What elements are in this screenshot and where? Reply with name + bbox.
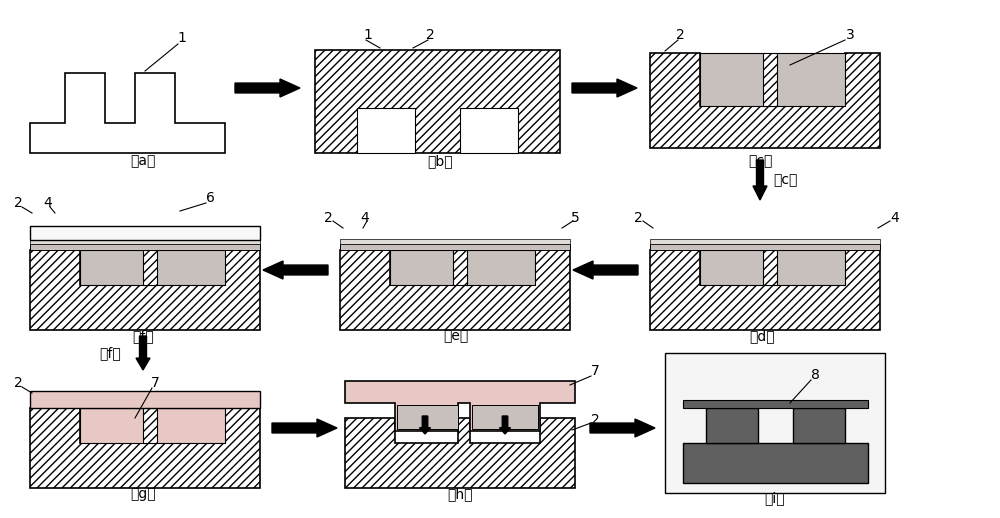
Polygon shape — [30, 73, 225, 153]
Text: 2: 2 — [14, 196, 22, 210]
Text: 2: 2 — [426, 28, 434, 42]
Text: （b）: （b） — [427, 154, 453, 168]
Text: （e）: （e） — [443, 329, 469, 343]
Text: 5: 5 — [571, 211, 579, 225]
Bar — [315, 50, 560, 153]
Text: 2: 2 — [324, 211, 332, 225]
Polygon shape — [340, 250, 570, 330]
FancyArrow shape — [572, 79, 637, 97]
Bar — [650, 244, 880, 250]
FancyArrow shape — [500, 416, 511, 434]
Text: （a）: （a） — [130, 154, 156, 168]
Text: 3: 3 — [846, 28, 854, 42]
Bar — [700, 250, 765, 285]
Bar — [683, 443, 868, 483]
Bar — [143, 408, 157, 443]
Bar — [665, 353, 885, 493]
FancyArrow shape — [590, 419, 655, 437]
Bar — [700, 53, 765, 106]
Bar — [30, 244, 260, 250]
Text: 1: 1 — [364, 28, 372, 42]
Bar — [155, 408, 225, 443]
Text: （d）: （d） — [749, 329, 775, 343]
Polygon shape — [30, 250, 260, 330]
Bar — [155, 250, 225, 285]
Text: （c）: （c） — [748, 154, 772, 168]
Text: 2: 2 — [676, 28, 684, 42]
Bar — [397, 405, 458, 429]
Bar — [650, 239, 880, 244]
Bar — [775, 250, 845, 285]
Text: （g）: （g） — [130, 487, 156, 501]
Bar — [80, 408, 145, 443]
FancyArrow shape — [753, 160, 767, 200]
Bar — [465, 250, 535, 285]
FancyArrow shape — [272, 419, 337, 437]
Bar — [706, 408, 758, 443]
Text: 2: 2 — [591, 413, 599, 427]
Text: 6: 6 — [206, 191, 214, 205]
Text: （f）: （f） — [132, 329, 154, 343]
Bar — [390, 250, 455, 285]
Text: （f）: （f） — [99, 346, 121, 360]
Bar — [683, 400, 868, 408]
Bar — [357, 108, 415, 153]
Text: （h）: （h） — [447, 487, 473, 501]
Polygon shape — [345, 381, 575, 431]
Bar — [460, 108, 518, 153]
Text: 2: 2 — [634, 211, 642, 225]
FancyArrow shape — [235, 79, 300, 97]
Bar — [763, 53, 777, 106]
Bar — [775, 53, 845, 106]
Bar — [340, 244, 570, 250]
FancyArrow shape — [263, 261, 328, 279]
Bar — [763, 250, 777, 285]
Bar — [143, 250, 157, 285]
Text: 4: 4 — [44, 196, 52, 210]
Text: 2: 2 — [14, 376, 22, 390]
Bar — [80, 250, 145, 285]
Polygon shape — [345, 418, 575, 488]
FancyArrow shape — [573, 261, 638, 279]
Bar — [340, 239, 570, 244]
FancyArrow shape — [136, 336, 150, 370]
Bar — [472, 405, 538, 429]
Polygon shape — [650, 250, 880, 330]
Polygon shape — [30, 408, 260, 488]
Text: （c）: （c） — [773, 173, 797, 187]
Text: 7: 7 — [591, 364, 599, 378]
Polygon shape — [650, 53, 880, 148]
FancyArrow shape — [420, 416, 430, 434]
Text: （i）: （i） — [765, 491, 785, 505]
Text: 1: 1 — [178, 31, 186, 45]
Bar — [30, 391, 260, 408]
Text: 7: 7 — [151, 376, 159, 390]
Bar — [453, 250, 467, 285]
Text: 8: 8 — [811, 368, 819, 382]
Bar — [30, 240, 260, 244]
Bar — [30, 226, 260, 240]
Bar — [793, 408, 845, 443]
Text: 4: 4 — [891, 211, 899, 225]
Text: 4: 4 — [361, 211, 369, 225]
